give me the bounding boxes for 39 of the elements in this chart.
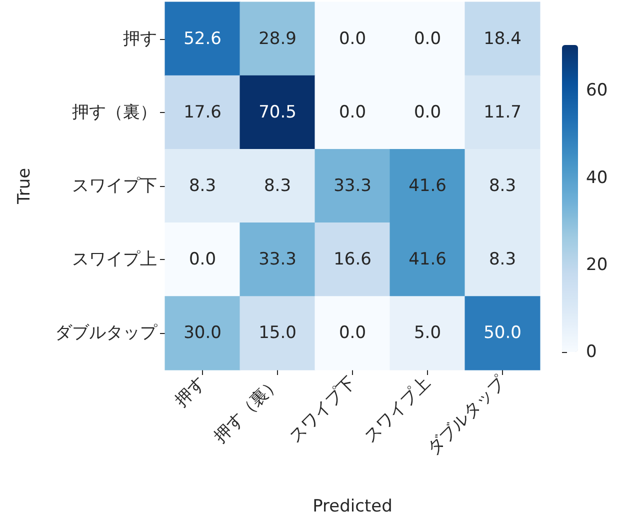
- data-label: 33.3: [258, 250, 296, 270]
- data-label: 0.0: [414, 102, 442, 122]
- x-tick-label: スワイプ下: [285, 372, 360, 448]
- color-bar-label: 0: [586, 342, 597, 362]
- data-label: 16.6: [334, 250, 372, 270]
- data-label: 0.0: [188, 250, 216, 270]
- data-label: 8.3: [488, 176, 516, 196]
- data-label: 8.3: [188, 176, 216, 196]
- color-bar-label: 60: [586, 80, 608, 101]
- data-label: 0.0: [338, 323, 366, 344]
- data-label: 0.0: [414, 28, 442, 49]
- data-label: 0.0: [338, 28, 366, 49]
- y-tick-label: 押す（裏）: [72, 102, 157, 122]
- data-label: 41.6: [408, 250, 446, 270]
- data-label: 30.0: [184, 323, 222, 344]
- y-tick-label: ダブルタップ: [55, 323, 158, 344]
- data-label: 5.0: [414, 323, 442, 344]
- data-label: 28.9: [258, 28, 296, 49]
- data-label: 0.0: [338, 102, 366, 122]
- data-label: 50.0: [484, 323, 522, 344]
- data-label: 8.3: [488, 250, 516, 270]
- data-label: 11.7: [484, 102, 522, 122]
- y-tick-label: スワイプ上: [72, 250, 157, 270]
- y-tick-label: スワイプ下: [72, 176, 157, 196]
- y-tick-label: 押す: [123, 28, 157, 49]
- data-label: 33.3: [334, 176, 372, 196]
- y-axis-title: True: [14, 168, 34, 206]
- data-label: 18.4: [484, 28, 522, 49]
- data-label: 17.6: [184, 102, 222, 122]
- color-bar-label: 40: [586, 168, 608, 188]
- data-label: 41.6: [408, 176, 446, 196]
- data-label: 8.3: [264, 176, 292, 196]
- data-label: 70.5: [258, 102, 296, 122]
- x-axis-title: Predicted: [312, 496, 392, 516]
- x-tick-label: 押す（裏）: [210, 372, 285, 448]
- x-tick-label: 押す: [171, 372, 210, 412]
- data-label: 52.6: [184, 28, 222, 49]
- color-bar-label: 20: [586, 254, 608, 275]
- data-label: 15.0: [258, 323, 296, 344]
